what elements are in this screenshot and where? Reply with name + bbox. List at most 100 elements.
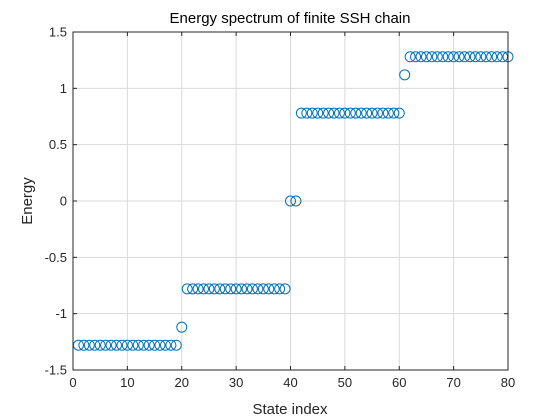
data-point: [453, 51, 465, 63]
data-point: [138, 339, 150, 351]
data-point: [339, 107, 351, 119]
data-point: [89, 339, 101, 351]
data-point: [116, 339, 128, 351]
data-point: [350, 107, 362, 119]
data-markers: [72, 51, 514, 351]
y-tick-labels: -1.5 -1 -0.5 0 0.5 1 1.5: [45, 25, 67, 378]
data-point: [279, 283, 291, 295]
data-point: [377, 107, 389, 119]
data-point: [181, 283, 193, 295]
y-tick-label: 1.5: [49, 25, 67, 40]
data-point: [165, 339, 177, 351]
data-point: [388, 107, 400, 119]
data-point: [372, 107, 383, 119]
data-point: [143, 339, 155, 351]
data-point: [382, 107, 394, 119]
data-point: [176, 321, 188, 333]
data-point: [83, 339, 95, 351]
x-tick-label: 20: [175, 375, 189, 390]
y-axis-label: Energy: [19, 177, 36, 225]
data-point: [415, 51, 427, 63]
data-point: [132, 339, 144, 351]
data-point: [469, 51, 481, 63]
data-point: [192, 283, 204, 295]
chart-title: Energy spectrum of finite SSH chain: [170, 10, 411, 27]
data-point: [480, 51, 492, 63]
x-tick-label: 50: [338, 375, 352, 390]
data-point: [306, 107, 318, 119]
data-point: [475, 51, 487, 63]
data-point: [268, 283, 280, 295]
data-point: [431, 51, 443, 63]
data-point: [154, 339, 166, 351]
data-point: [486, 51, 498, 63]
data-point: [420, 51, 432, 63]
data-point: [100, 339, 112, 351]
data-point: [208, 283, 220, 295]
x-tick-label: 30: [229, 375, 243, 390]
x-tick-label: 0: [69, 375, 76, 390]
data-point: [295, 107, 307, 119]
data-point: [410, 51, 422, 63]
data-point: [301, 107, 313, 119]
data-point: [111, 339, 122, 351]
data-point: [448, 51, 460, 63]
data-point: [437, 51, 449, 63]
y-tick-label: -1.5: [45, 363, 67, 378]
data-point: [355, 107, 367, 119]
x-tick-label: 80: [501, 375, 515, 390]
data-point: [252, 283, 264, 295]
data-point: [344, 107, 356, 119]
data-point: [219, 283, 231, 295]
x-tick-label: 10: [120, 375, 134, 390]
data-point: [285, 195, 296, 207]
data-point: [317, 107, 329, 119]
x-tick-label: 70: [446, 375, 460, 390]
data-point: [366, 107, 378, 119]
y-tick-label: 1: [60, 81, 67, 96]
y-tick-label: 0.5: [49, 137, 67, 152]
data-point: [241, 283, 253, 295]
data-point: [328, 107, 340, 119]
x-tick-labels: 0 10 20 30 40 50 60 70 80: [69, 375, 515, 390]
data-point: [105, 339, 117, 351]
data-point: [257, 283, 269, 295]
data-point: [426, 51, 438, 63]
data-point: [290, 195, 302, 207]
data-point: [399, 69, 411, 81]
data-point: [94, 339, 106, 351]
data-point: [230, 283, 242, 295]
data-point: [149, 339, 161, 351]
data-point: [236, 283, 248, 295]
data-point: [127, 339, 139, 351]
y-tick-label: 0: [60, 194, 67, 209]
x-axis-label: State index: [252, 401, 328, 418]
data-point: [333, 107, 345, 119]
x-tick-label: 40: [283, 375, 297, 390]
y-tick-label: -1: [55, 306, 67, 321]
data-point: [187, 283, 199, 295]
data-point: [121, 339, 133, 351]
data-point: [203, 283, 215, 295]
data-point: [393, 107, 405, 119]
data-point: [159, 339, 171, 351]
data-point: [78, 339, 90, 351]
data-point: [225, 283, 237, 295]
data-point: [459, 51, 470, 63]
data-point: [170, 339, 182, 351]
y-tick-label: -0.5: [45, 250, 67, 265]
data-point: [491, 51, 503, 63]
axis-ticks: [72, 31, 509, 371]
data-point: [442, 51, 454, 63]
data-point: [404, 51, 416, 63]
data-point: [312, 107, 324, 119]
data-point: [246, 283, 258, 295]
data-point: [274, 283, 286, 295]
data-point: [361, 107, 373, 119]
data-point: [323, 107, 335, 119]
data-point: [214, 283, 226, 295]
data-point: [464, 51, 476, 63]
data-point: [263, 283, 275, 295]
data-point: [198, 283, 209, 295]
